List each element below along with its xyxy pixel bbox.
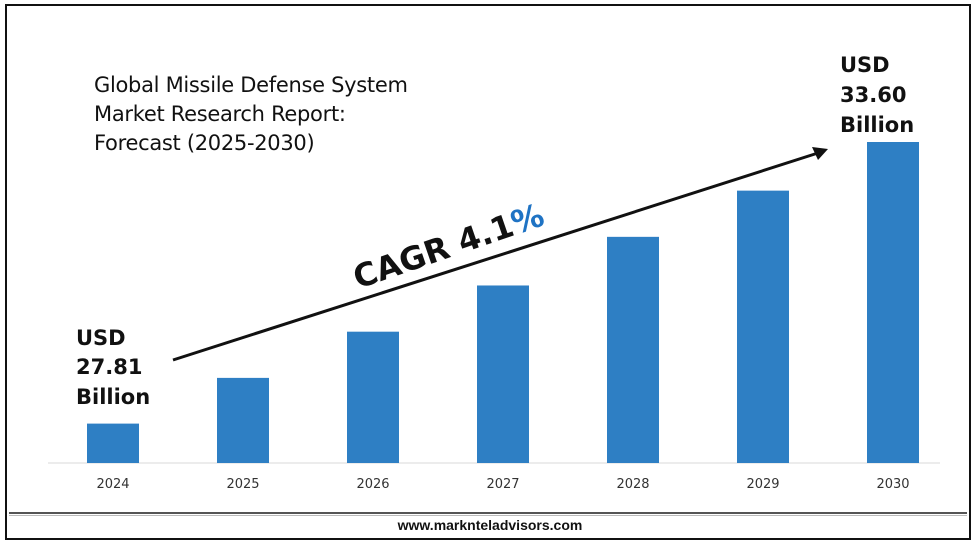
title-line-1: Global Missile Defense System	[94, 73, 408, 97]
tick-label-group: 2024 2025 2026 2027 2028 2029 2030	[96, 477, 909, 492]
cagr-value: CAGR 4.1	[348, 206, 518, 296]
arrowhead-icon	[812, 147, 828, 160]
end-label-line-1: USD	[840, 53, 890, 77]
footer-divider	[9, 512, 967, 514]
title-line-2: Market Research Report:	[94, 102, 346, 126]
bar-2026	[347, 331, 399, 463]
x-tick-label-2028: 2028	[616, 477, 649, 492]
bar-2028	[607, 236, 659, 463]
cagr-trend-arrow	[172, 151, 819, 362]
end-label-line-2: 33.60	[840, 83, 906, 107]
start-label-line-1: USD	[76, 326, 126, 350]
bar-2029	[737, 190, 789, 464]
bar-group	[87, 142, 919, 464]
bar-2027	[477, 285, 529, 463]
x-tick-label-2026: 2026	[356, 477, 389, 492]
start-label-line-3: Billion	[76, 385, 150, 409]
end-label-line-3: Billion	[840, 113, 914, 137]
website-link[interactable]: www.marknteladvisors.com	[397, 517, 583, 533]
x-tick-label-2025: 2025	[226, 477, 259, 492]
x-tick-label-2029: 2029	[746, 477, 779, 492]
footer-divider-shadow	[9, 515, 967, 516]
x-tick-label-2024: 2024	[96, 477, 129, 492]
start-label-line-2: 27.81	[76, 355, 142, 379]
cagr-label: CAGR 4.1%	[348, 196, 549, 297]
bar-2030	[867, 142, 919, 463]
page-title: Global Missile Defense System Market Res…	[94, 71, 474, 158]
x-tick-label-2030: 2030	[876, 477, 909, 492]
bar-2024	[87, 423, 139, 463]
title-line-3: Forecast (2025-2030)	[94, 131, 315, 155]
bar-2025	[217, 377, 269, 463]
x-tick-label-2027: 2027	[486, 477, 519, 492]
